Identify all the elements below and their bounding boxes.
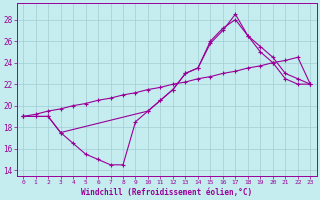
- X-axis label: Windchill (Refroidissement éolien,°C): Windchill (Refroidissement éolien,°C): [81, 188, 252, 197]
